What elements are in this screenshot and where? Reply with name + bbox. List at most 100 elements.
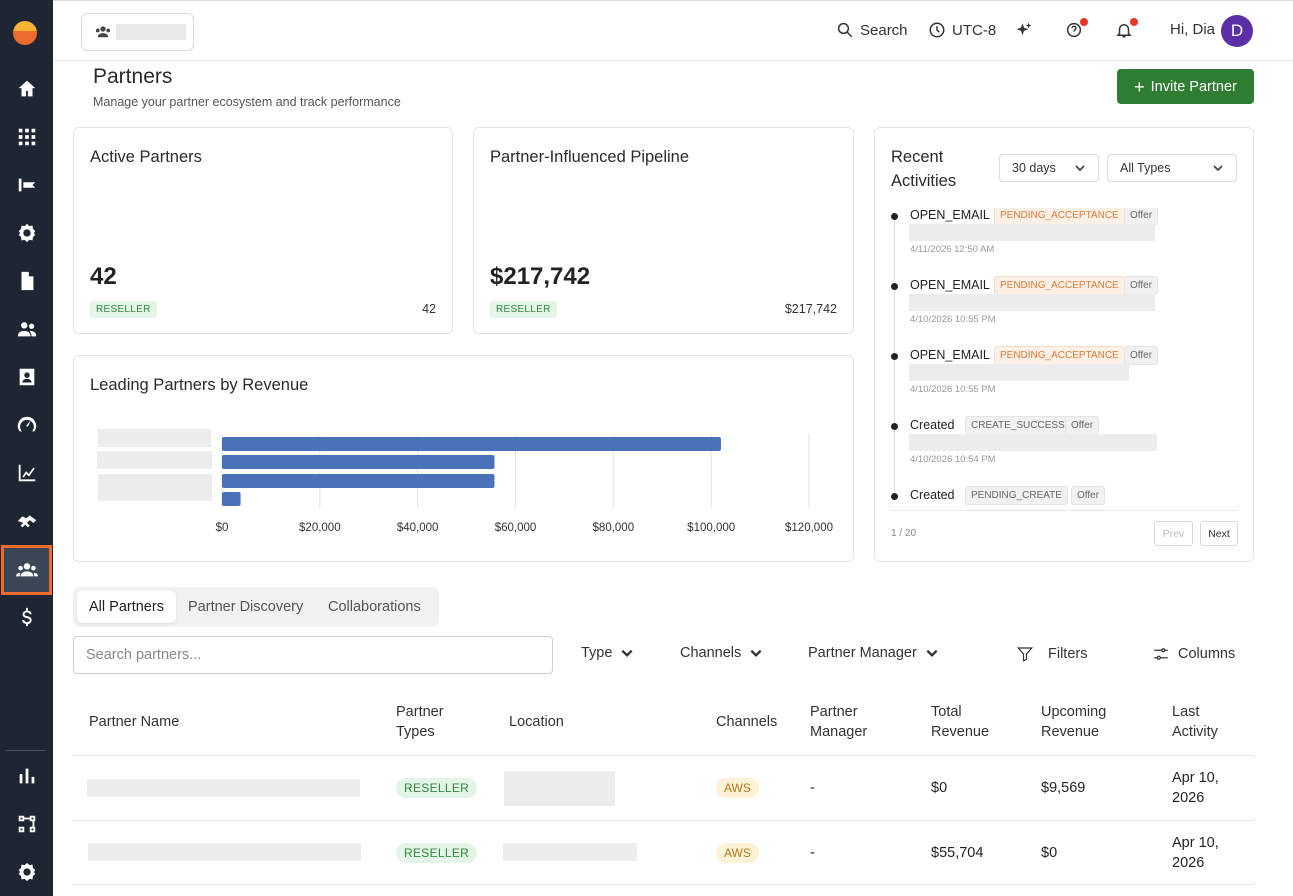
timeline-line — [894, 360, 895, 422]
sidebar — [0, 0, 53, 896]
activity-name: OPEN_EMAIL — [910, 348, 990, 362]
settings-icon[interactable] — [0, 852, 53, 892]
greeting-label: Hi, Dia — [1170, 21, 1216, 38]
analytics-chart-icon[interactable] — [0, 453, 53, 493]
tab-partner-discovery[interactable]: Partner Discovery — [188, 599, 304, 615]
dollar-icon[interactable] — [0, 597, 53, 637]
last-activity-year: 2026 — [1172, 855, 1205, 871]
app-logo[interactable] — [13, 21, 37, 45]
active-partners-value: 42 — [90, 263, 117, 290]
activity-kind-badge: Offer — [1124, 346, 1159, 365]
revenue-bar[interactable] — [222, 492, 241, 506]
home-icon[interactable] — [0, 69, 53, 109]
range-select[interactable]: 30 days — [999, 154, 1099, 182]
timezone-button[interactable]: UTC-8 — [928, 21, 996, 39]
greeting: Hi, Dia — [1170, 21, 1215, 38]
activity-time: 4/11/2026 12:50 AM — [910, 244, 995, 255]
timezone-label: UTC-8 — [952, 21, 997, 39]
activity-status-badge: PENDING_CREATE — [965, 486, 1068, 505]
partners-nav-icon[interactable] — [1, 545, 52, 595]
partner-name-redacted[interactable] — [88, 843, 361, 861]
funnel-icon — [1016, 647, 1034, 662]
revenue-bar[interactable] — [222, 474, 495, 488]
search-partners-input[interactable] — [73, 636, 553, 674]
timeline-line — [894, 430, 895, 492]
notifications-button[interactable] — [1115, 21, 1133, 39]
settings-gear-icon[interactable] — [0, 213, 53, 253]
th-total-revenue[interactable]: Total Revenue — [931, 702, 989, 742]
th-upcoming-revenue[interactable]: Upcoming Revenue — [1041, 702, 1106, 742]
timeline-line — [894, 290, 895, 352]
activity-detail-redacted — [909, 294, 1155, 311]
table-header-divider — [73, 755, 1254, 756]
prev-button[interactable]: Prev — [1154, 521, 1193, 546]
tab-all-partners[interactable]: All Partners — [77, 591, 176, 623]
channels-filter[interactable]: Channels — [680, 645, 763, 661]
invite-partner-label: Invite Partner — [1150, 78, 1237, 95]
x-tick-label: $20,000 — [299, 522, 341, 534]
activity-time: 4/10/2026 10:54 PM — [910, 454, 996, 465]
th-total-revenue-line1: Total — [931, 704, 962, 720]
channel-badge: AWS — [716, 843, 759, 863]
activity-status-badge: CREATE_SUCCESS — [965, 416, 1071, 435]
invite-partner-button[interactable]: + Invite Partner — [1117, 69, 1254, 104]
document-icon[interactable] — [0, 261, 53, 301]
page-title: Partners — [93, 65, 173, 88]
speedometer-icon[interactable] — [0, 405, 53, 445]
search-button[interactable]: Search — [836, 21, 908, 39]
conveyor-icon[interactable] — [0, 165, 53, 205]
last-activity-date: Apr 10, — [1172, 770, 1219, 786]
apps-grid-icon[interactable] — [0, 117, 53, 157]
filters-button[interactable]: Filters — [1016, 645, 1087, 663]
type-select[interactable]: All Types — [1107, 154, 1237, 182]
x-tick-label: $100,000 — [687, 522, 735, 534]
type-filter[interactable]: Type — [581, 645, 634, 661]
row-divider — [73, 820, 1254, 821]
handshake-icon[interactable] — [0, 501, 53, 541]
id-card-icon[interactable] — [0, 357, 53, 397]
partner-manager-filter[interactable]: Partner Manager — [808, 645, 939, 661]
partner-manager-cell: - — [810, 780, 815, 796]
revenue-bar[interactable] — [222, 455, 495, 469]
partner-label-redacted — [98, 474, 212, 501]
activity-kind-badge: Offer — [1071, 486, 1106, 505]
help-button[interactable] — [1065, 21, 1083, 39]
th-last-activity[interactable]: Last Activity — [1172, 702, 1218, 742]
bell-icon — [1116, 24, 1132, 38]
th-partner-name[interactable]: Partner Name — [89, 714, 180, 730]
revenue-bar[interactable] — [222, 437, 721, 451]
location-redacted — [504, 771, 615, 806]
th-partner-manager-line2: Manager — [810, 724, 868, 740]
upcoming-revenue-cell: $9,569 — [1041, 780, 1086, 796]
range-select-value: 30 days — [1012, 161, 1056, 175]
type-filter-label: Type — [581, 645, 613, 661]
org-switcher[interactable] — [81, 13, 194, 51]
search-label: Search — [860, 21, 908, 39]
bar-chart-icon[interactable] — [0, 756, 53, 796]
activity-status-badge: PENDING_ACCEPTANCE — [994, 208, 1125, 225]
columns-button[interactable]: Columns — [1152, 645, 1235, 663]
avatar[interactable]: D — [1221, 15, 1253, 47]
ai-sparkle-button[interactable] — [1015, 21, 1033, 39]
th-partner-manager[interactable]: Partner Manager — [810, 702, 867, 742]
notification-dot — [1130, 18, 1138, 26]
contacts-icon[interactable] — [0, 309, 53, 349]
th-upcoming-revenue-line1: Upcoming — [1041, 704, 1107, 720]
type-select-value: All Types — [1120, 161, 1171, 175]
th-channels[interactable]: Channels — [716, 714, 778, 730]
partner-tabs: All Partners Partner Discovery Collabora… — [73, 587, 439, 627]
partner-label-redacted — [97, 451, 212, 469]
activity-list[interactable]: OPEN_EMAIL PENDING_ACCEPTANCE Offer 4/11/20… — [891, 208, 1239, 508]
activity-name: Created — [910, 418, 955, 432]
chevron-down-icon — [750, 649, 762, 657]
tab-collaborations[interactable]: Collaborations — [328, 599, 421, 615]
partner-name-redacted[interactable] — [87, 779, 360, 797]
th-partner-types[interactable]: Partner Types — [396, 702, 444, 742]
timeline-line — [894, 220, 895, 282]
th-location[interactable]: Location — [509, 714, 564, 730]
workflow-icon[interactable] — [0, 804, 53, 844]
page-count: 1 / 20 — [891, 528, 917, 539]
total-revenue-cell: $0 — [931, 780, 948, 796]
next-button[interactable]: Next — [1200, 521, 1238, 546]
x-tick-label: $80,000 — [593, 522, 635, 534]
